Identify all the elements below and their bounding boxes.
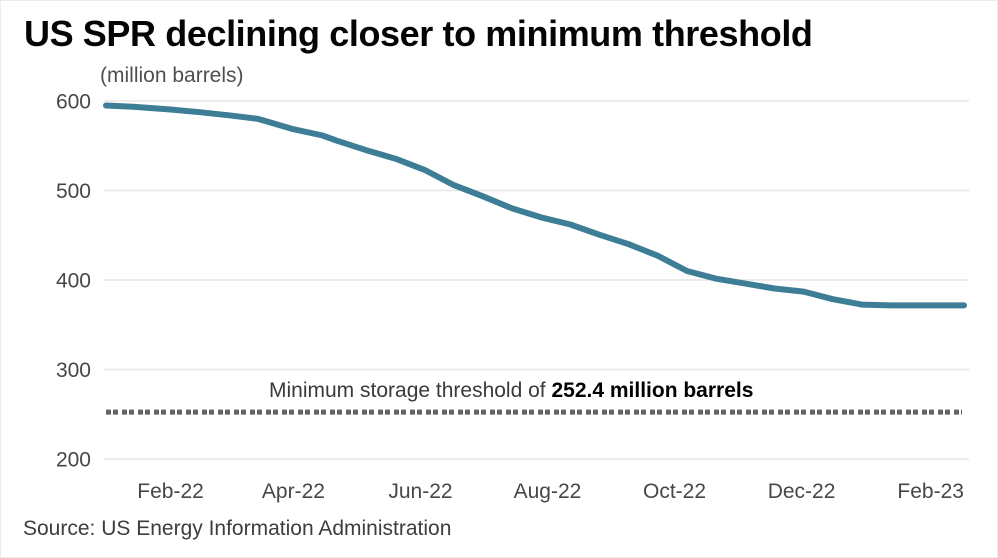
y-tick-label: 500 — [56, 180, 91, 203]
spr-series-line — [103, 102, 967, 309]
x-tick-label: Jun-22 — [388, 480, 452, 503]
y-tick-label: 200 — [56, 449, 91, 472]
y-tick-label: 600 — [56, 91, 91, 114]
threshold-annotation: Minimum storage threshold of 252.4 milli… — [269, 379, 753, 403]
y-tick-label: 300 — [56, 359, 91, 382]
x-tick-label: Oct-22 — [643, 480, 706, 503]
chart-unit-label: (million barrels) — [100, 64, 244, 87]
source-attribution: Source: US Energy Information Administra… — [23, 517, 452, 540]
x-tick-label: Dec-22 — [768, 480, 836, 503]
x-tick-label: Feb-22 — [137, 480, 204, 503]
x-tick-label: Feb-23 — [897, 480, 964, 503]
y-tick-label: 400 — [56, 270, 91, 293]
chart-title: US SPR declining closer to minimum thres… — [24, 13, 813, 54]
x-tick-label: Apr-22 — [262, 480, 325, 503]
x-tick-label: Aug-22 — [514, 480, 582, 503]
threshold-annotation-text: Minimum storage threshold of — [269, 379, 552, 402]
threshold-annotation-value: 252.4 million barrels — [551, 379, 754, 402]
